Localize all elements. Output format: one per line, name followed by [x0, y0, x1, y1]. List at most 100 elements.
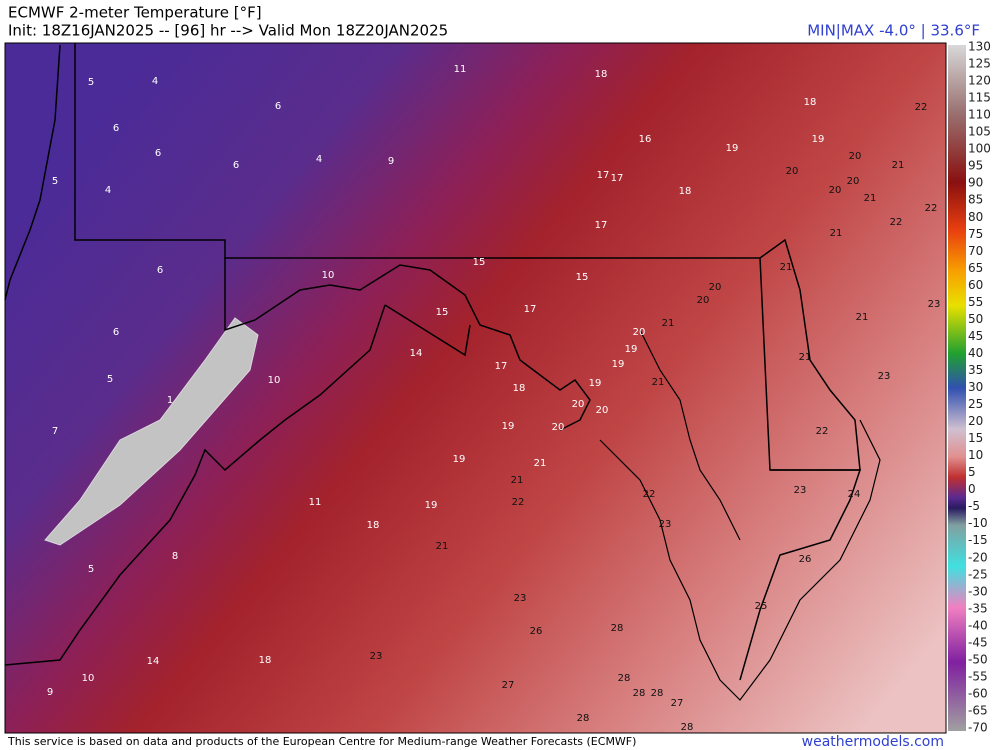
station-value: 19	[612, 359, 625, 370]
station-value: 20	[786, 166, 799, 177]
colorbar-label: 10	[968, 448, 983, 462]
station-value: 18	[259, 655, 272, 666]
station-value: 18	[804, 97, 817, 108]
station-value: 26	[530, 626, 543, 637]
station-value: 21	[662, 318, 675, 329]
station-value: 6	[157, 265, 163, 276]
colorbar-label: 15	[968, 431, 983, 445]
station-value: 17	[524, 304, 537, 315]
station-value: 28	[651, 688, 664, 699]
title: ECMWF 2-meter Temperature [°F]	[8, 4, 262, 22]
station-value: 21	[534, 458, 547, 469]
station-value: 21	[856, 312, 869, 323]
station-value: 6	[113, 327, 119, 338]
station-value: 11	[454, 64, 467, 75]
station-value: 17	[597, 170, 610, 181]
station-value: 28	[611, 623, 624, 634]
footer-site: weathermodels.com	[802, 734, 944, 750]
colorbar-label: -45	[968, 635, 988, 649]
station-value: 21	[511, 475, 524, 486]
station-value: 18	[513, 383, 526, 394]
colorbar-label: 70	[968, 244, 983, 258]
station-value: 5	[107, 374, 113, 385]
station-value: 27	[502, 680, 515, 691]
colorbar-label: -60	[968, 686, 988, 700]
station-value: 28	[618, 673, 631, 684]
colorbar-label: 50	[968, 312, 983, 326]
colorbar-label: 60	[968, 278, 983, 292]
station-value: 1	[167, 395, 173, 406]
colorbar-label: 95	[968, 159, 983, 173]
colorbar-label: 130	[968, 40, 991, 54]
station-value: 17	[495, 361, 508, 372]
station-value: 21	[892, 160, 905, 171]
station-value: 22	[816, 426, 829, 437]
cold-region	[44, 317, 259, 546]
station-value: 19	[453, 454, 466, 465]
station-value: 28	[633, 688, 646, 699]
colorbar-label: 5	[968, 465, 976, 479]
station-value: 17	[595, 220, 608, 231]
station-value: 4	[152, 76, 158, 87]
station-value: 6	[113, 123, 119, 134]
colorbar-label: 30	[968, 380, 983, 394]
colorbar-label: 110	[968, 108, 991, 122]
colorbar-label: 65	[968, 261, 983, 275]
station-value: 28	[681, 722, 694, 733]
footer-credit: This service is based on data and produc…	[7, 735, 636, 748]
station-value: 15	[473, 257, 486, 268]
colorbar-label: 80	[968, 210, 983, 224]
station-value: 21	[652, 377, 665, 388]
station-value: 19	[425, 500, 438, 511]
station-value: 23	[928, 299, 941, 310]
station-value: 10	[268, 375, 281, 386]
station-value: 20	[596, 405, 609, 416]
station-value: 21	[864, 193, 877, 204]
colorbar	[948, 45, 966, 731]
colorbar-label: 125	[968, 57, 991, 71]
station-value: 6	[155, 148, 161, 159]
station-value: 19	[726, 143, 739, 154]
colorbar-label: -5	[968, 499, 980, 513]
colorbar-label: -70	[968, 721, 988, 735]
station-value: 6	[275, 101, 281, 112]
station-value: 22	[512, 497, 525, 508]
coastline	[599, 329, 881, 701]
station-value: 10	[82, 673, 95, 684]
station-value: 4	[105, 185, 111, 196]
colorbar-label: 100	[968, 142, 991, 156]
station-value: 21	[799, 352, 812, 363]
station-value: 8	[172, 551, 178, 562]
station-value: 22	[890, 217, 903, 228]
station-value: 14	[410, 348, 423, 359]
boundaries	[4, 43, 862, 681]
station-value: 21	[780, 262, 793, 273]
station-value: 15	[436, 307, 449, 318]
station-value: 20	[847, 176, 860, 187]
station-value: 17	[611, 173, 624, 184]
station-value: 6	[233, 160, 239, 171]
station-value: 18	[367, 520, 380, 531]
station-value: 21	[830, 228, 843, 239]
station-value: 4	[316, 154, 322, 165]
colorbar-label: 75	[968, 227, 983, 241]
station-value: 20	[633, 327, 646, 338]
station-value: 24	[848, 489, 861, 500]
station-value: 18	[595, 69, 608, 80]
colorbar-label: 35	[968, 363, 983, 377]
colorbar-label: 105	[968, 125, 991, 139]
station-value: 20	[849, 151, 862, 162]
station-value: 20	[572, 399, 585, 410]
colorbar-label: 85	[968, 193, 983, 207]
colorbar-label: -25	[968, 567, 988, 581]
station-value: 23	[370, 651, 383, 662]
colorbar-label: -35	[968, 601, 988, 615]
station-value: 25	[755, 601, 768, 612]
colorbar-label: -65	[968, 703, 988, 717]
colorbar-label: 45	[968, 329, 983, 343]
colorbar-label: 40	[968, 346, 983, 360]
station-value: 23	[794, 485, 807, 496]
station-value: 9	[47, 687, 53, 698]
station-value: 23	[659, 519, 672, 530]
